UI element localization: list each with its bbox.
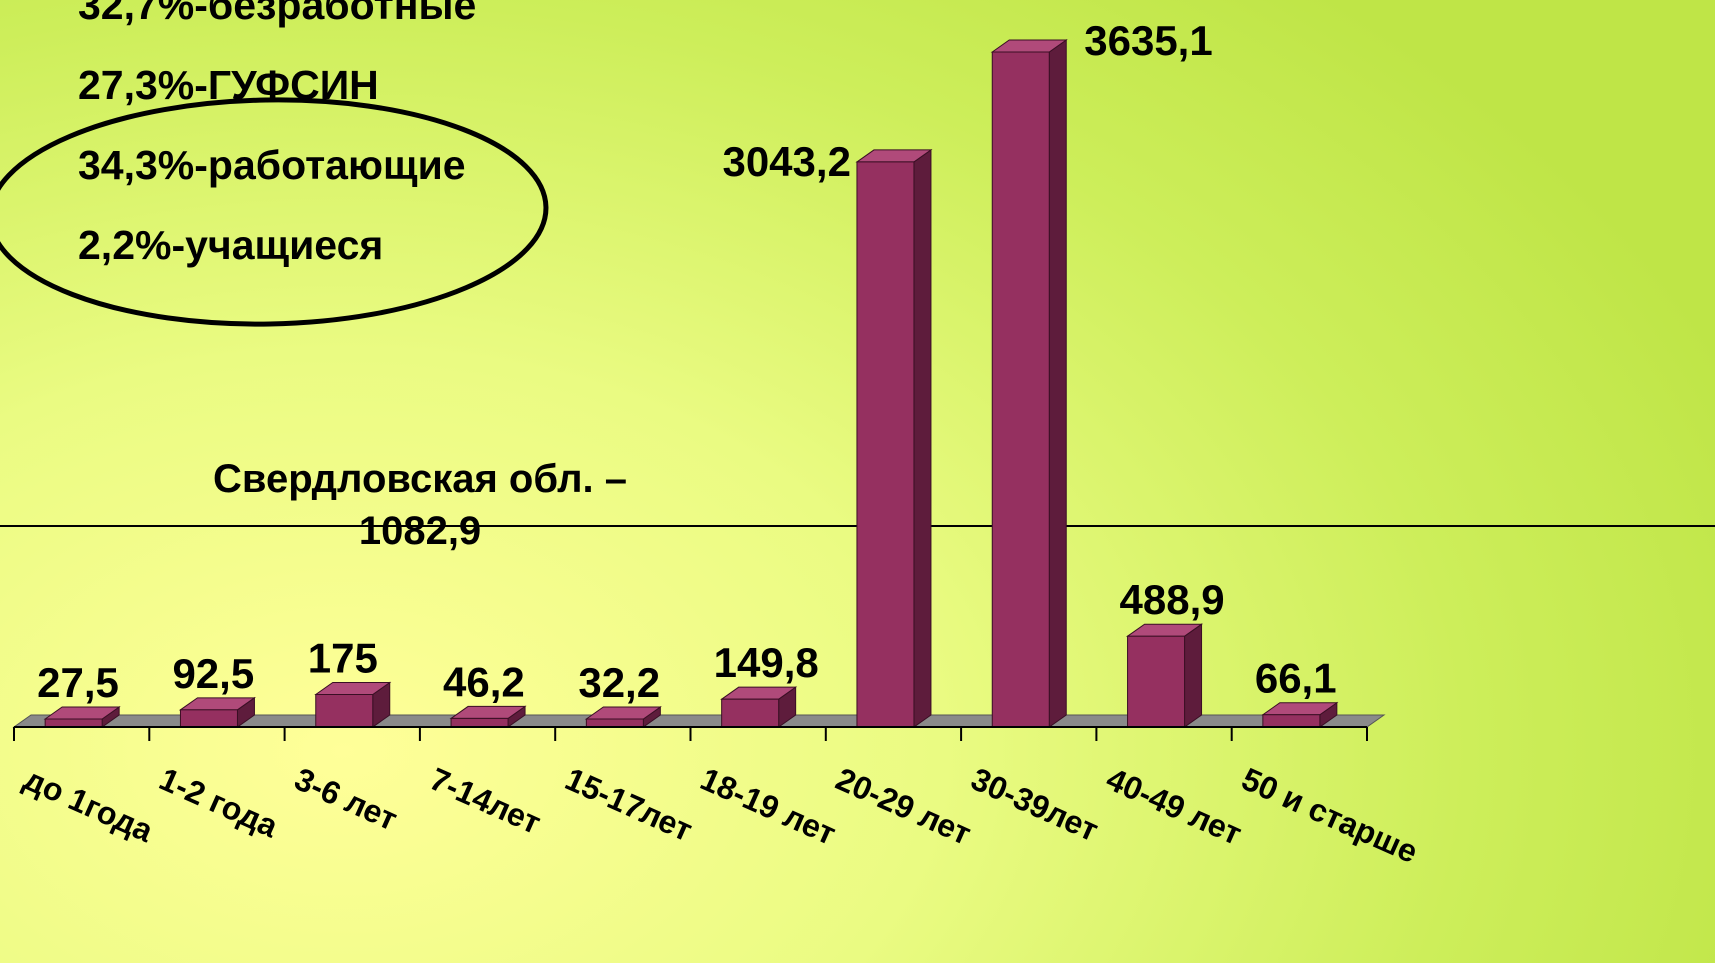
bar	[990, 39, 1068, 728]
value-label: 149,8	[714, 639, 819, 686]
bar	[720, 686, 798, 728]
reference-label-value: 1082,9	[358, 509, 482, 553]
category-label: 20-29 лет	[831, 761, 977, 852]
bar	[1125, 623, 1204, 728]
category-label: до 1года	[19, 761, 159, 850]
value-label: 488,9	[1120, 576, 1225, 623]
category-label: 18-19 лет	[695, 761, 841, 852]
value-label: 3635,1	[1084, 17, 1212, 64]
note-unemployed: 32,7%-безработные	[78, 0, 477, 28]
reference-label-line1: Свердловская обл. –	[213, 457, 627, 501]
bar	[1261, 701, 1339, 728]
value-labels: 27,5 92,5 175 46,2 32,2 149,8 3043,2 3635,1 488,…	[37, 17, 1336, 706]
category-label: 50 и старше	[1237, 761, 1424, 870]
reference-label: Свердловская обл. – 1082,9	[140, 453, 700, 557]
bar	[855, 148, 933, 728]
bar	[314, 681, 392, 728]
category-label: 7-14лет	[425, 761, 547, 841]
value-label: 46,2	[443, 658, 525, 705]
category-label: 3-6 лет	[289, 761, 402, 838]
category-label: 15-17лет	[560, 761, 698, 849]
value-label: 3043,2	[722, 138, 850, 185]
note-working: 34,3%-работающие	[78, 142, 466, 188]
bar	[178, 696, 257, 728]
category-label: 40-49 лет	[1101, 761, 1247, 852]
bar	[584, 706, 662, 728]
bars	[43, 39, 1339, 728]
bar	[43, 706, 121, 728]
category-label: 1-2 года	[154, 761, 283, 845]
note-students: 2,2%-учащиеся	[78, 222, 384, 268]
value-label: 92,5	[172, 650, 254, 697]
category-label: 30-39лет	[966, 761, 1104, 849]
value-label: 27,5	[37, 659, 119, 706]
note-gufsin: 27,3%-ГУФСИН	[78, 62, 379, 108]
value-label: 66,1	[1255, 655, 1337, 702]
value-label: 175	[308, 635, 378, 682]
value-label: 32,2	[578, 659, 660, 706]
x-axis	[13, 726, 1368, 741]
